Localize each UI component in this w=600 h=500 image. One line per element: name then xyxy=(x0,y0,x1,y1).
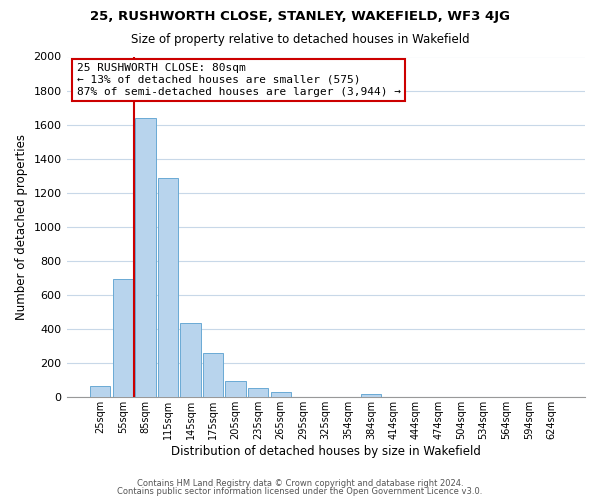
Bar xyxy=(226,382,246,397)
Text: 25 RUSHWORTH CLOSE: 80sqm
← 13% of detached houses are smaller (575)
87% of semi: 25 RUSHWORTH CLOSE: 80sqm ← 13% of detac… xyxy=(77,64,401,96)
Bar xyxy=(248,388,268,397)
Text: Size of property relative to detached houses in Wakefield: Size of property relative to detached ho… xyxy=(131,32,469,46)
Bar xyxy=(113,280,133,397)
X-axis label: Distribution of detached houses by size in Wakefield: Distribution of detached houses by size … xyxy=(171,444,481,458)
Bar xyxy=(271,392,291,397)
Bar xyxy=(90,386,110,397)
Text: Contains HM Land Registry data © Crown copyright and database right 2024.: Contains HM Land Registry data © Crown c… xyxy=(137,478,463,488)
Bar xyxy=(135,118,155,397)
Text: 25, RUSHWORTH CLOSE, STANLEY, WAKEFIELD, WF3 4JG: 25, RUSHWORTH CLOSE, STANLEY, WAKEFIELD,… xyxy=(90,10,510,23)
Bar xyxy=(361,394,381,397)
Text: Contains public sector information licensed under the Open Government Licence v3: Contains public sector information licen… xyxy=(118,487,482,496)
Bar xyxy=(203,354,223,397)
Y-axis label: Number of detached properties: Number of detached properties xyxy=(15,134,28,320)
Bar xyxy=(158,178,178,397)
Bar xyxy=(181,323,200,397)
